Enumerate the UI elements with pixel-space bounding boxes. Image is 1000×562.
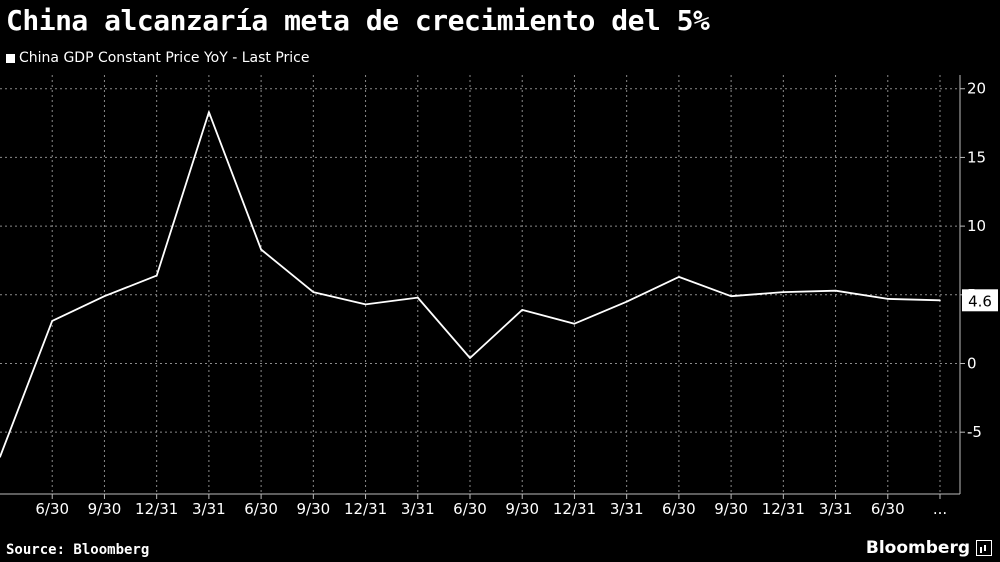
- grid: [0, 75, 961, 499]
- data-point: [364, 303, 367, 306]
- data-point: [0, 456, 1, 458]
- data-point: [103, 295, 106, 297]
- data-point: [625, 300, 628, 303]
- legend-swatch: [6, 53, 15, 63]
- x-tick-label: 6/30: [453, 500, 487, 518]
- data-point: [886, 298, 889, 300]
- x-tick-label: 3/31: [819, 500, 853, 518]
- legend-label: China GDP Constant Price YoY - Last Pric…: [19, 50, 310, 66]
- last-value-box: [962, 289, 998, 312]
- x-tick-label: 6/30: [244, 500, 278, 518]
- legend: China GDP Constant Price YoY - Last Pric…: [6, 50, 309, 66]
- data-point: [939, 299, 941, 302]
- x-tick-label: 9/30: [714, 500, 748, 518]
- data-point: [521, 309, 524, 311]
- x-tick-label: ...: [933, 500, 947, 518]
- x-tick-label: 12/31: [762, 500, 805, 518]
- data-point: [730, 295, 732, 297]
- data-point: [416, 296, 419, 299]
- y-tick-label: 20: [967, 80, 986, 98]
- series: [0, 111, 941, 458]
- x-tick-label: 3/31: [401, 500, 435, 518]
- x-tick-label: 6/30: [871, 500, 905, 518]
- x-tick-label: 12/31: [344, 500, 387, 518]
- y-axis: 20151050-54.6: [960, 80, 998, 441]
- bar-chart-icon: [976, 540, 992, 556]
- x-tick-label: 9/30: [88, 500, 122, 518]
- data-point: [834, 289, 837, 292]
- x-tick-label: 12/31: [553, 500, 596, 518]
- x-axis: 6/30 9/30 12/31 3/31 6/30 9/30 12/31 3/31 6/30 9/…: [35, 500, 947, 518]
- data-point: [208, 111, 210, 113]
- x-tick-label: 9/30: [296, 500, 330, 518]
- brand-logo: Bloomberg: [866, 538, 992, 558]
- x-tick-label: 9/30: [505, 500, 539, 518]
- x-tick-label: 6/30: [662, 500, 696, 518]
- y-tick-label: -5: [967, 423, 982, 441]
- brand-name: Bloomberg: [865, 538, 970, 558]
- last-value-label: 4.6: [968, 292, 992, 310]
- data-point: [678, 276, 680, 278]
- data-point: [155, 274, 158, 277]
- x-tick-label: 12/31: [135, 500, 178, 518]
- data-point: [260, 248, 262, 251]
- x-tick-label: 6/30: [35, 500, 69, 518]
- data-point: [782, 291, 785, 293]
- data-point: [51, 320, 54, 322]
- data-point: [469, 357, 471, 359]
- chart-title: China alcanzaría meta de crecimiento del…: [6, 4, 710, 37]
- data-point: [573, 322, 576, 325]
- y-tick-label: 15: [967, 148, 986, 166]
- y-tick-label: 0: [967, 354, 977, 372]
- x-tick-label: 3/31: [610, 500, 644, 518]
- x-tick-label: 3/31: [192, 500, 226, 518]
- source-note: Source: Bloomberg: [6, 542, 150, 558]
- y-tick-label: 10: [967, 217, 986, 235]
- data-point: [312, 291, 315, 293]
